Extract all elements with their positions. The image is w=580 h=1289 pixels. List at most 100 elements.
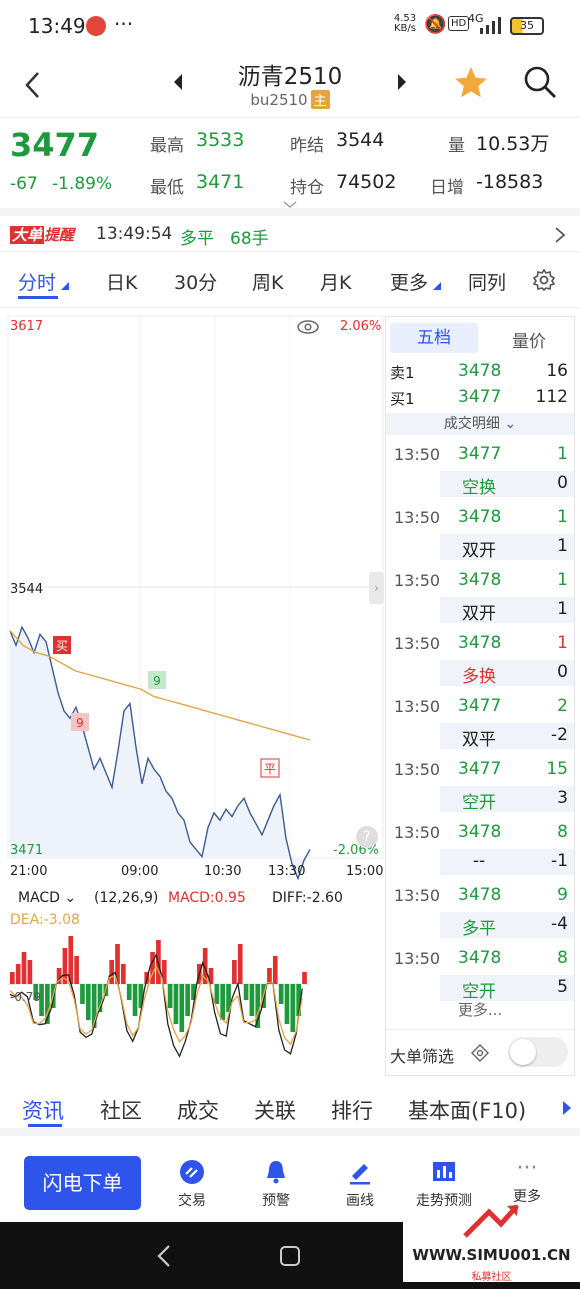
tab-daily-k[interactable]: 日K: [106, 272, 138, 294]
trade-type: 双开: [462, 604, 496, 624]
filter-icon[interactable]: [470, 1043, 490, 1063]
trade-oi-change: 0: [557, 473, 568, 493]
collapse-side-handle[interactable]: ›: [369, 572, 384, 604]
macd-indicator-selector[interactable]: MACD ⌄: [18, 890, 77, 906]
prev-close-label: 昨结: [290, 136, 324, 156]
tab-community[interactable]: 社区: [100, 1099, 142, 1123]
trade-volume: 2: [557, 696, 568, 716]
macd-bar: [191, 984, 196, 1000]
more-button[interactable]: ··· 更多: [492, 1158, 562, 1206]
nav-back-icon[interactable]: [156, 1244, 172, 1268]
trade-label: 交易: [178, 1193, 206, 1209]
trade-time: 13:50: [394, 697, 441, 716]
big-order-alert-bar[interactable]: 大单 提醒 13:49:54 多平 68手: [0, 216, 580, 252]
filter-divider: [386, 1029, 574, 1030]
tab-five-levels[interactable]: 五档: [390, 323, 478, 353]
tab-weekly-k[interactable]: 周K: [252, 272, 284, 294]
chart-canvas[interactable]: 买 9 9 平: [0, 310, 385, 1080]
settings-gear-icon[interactable]: [532, 268, 556, 292]
tab-trades[interactable]: 成交: [177, 1099, 219, 1123]
expand-chevron-icon[interactable]: [283, 201, 297, 209]
tab-news[interactable]: 资讯: [22, 1099, 64, 1123]
network-type: 4G: [468, 12, 484, 25]
search-icon[interactable]: [522, 64, 558, 100]
trade-oi-change: -2: [551, 725, 568, 745]
buy1-price: 3477: [458, 387, 502, 407]
macd-bar: [126, 984, 132, 1000]
price-axis-bottom: 3471: [10, 843, 44, 858]
net-speed-value: 4.53: [393, 13, 417, 24]
big-order-filter-toggle[interactable]: [508, 1037, 568, 1067]
more-dots-menu-icon: ···: [516, 1156, 538, 1181]
tab-monthly-k[interactable]: 月K: [320, 272, 352, 294]
trade-row: 13:50 3478 1 多换 0: [386, 626, 574, 689]
macd-bar: [161, 960, 167, 984]
tab-intraday-dropdown-icon[interactable]: [61, 282, 69, 290]
trade-volume: 1: [557, 633, 568, 653]
more-trades-link[interactable]: 更多...: [457, 1001, 503, 1019]
tab-more-dropdown-icon[interactable]: [433, 282, 441, 290]
price-line: [9, 625, 311, 881]
info-tabs: 资讯 社区 成交 关联 排行 基本面(F10): [0, 1080, 580, 1136]
trade-oi-change: 5: [557, 977, 568, 997]
buy1-label: 买1: [390, 390, 415, 408]
trade-volume: 1: [557, 507, 568, 527]
status-bar: 13:49 ··· 4.53 KB/s 🔕 HD 4G 35: [0, 0, 580, 52]
macd-bar: [290, 984, 296, 1032]
macd-bar: [173, 984, 179, 1024]
bottom-action-bar: 闪电下单 交易 预警 画线 走势预测 ··· 更多: [0, 1144, 580, 1222]
trade-detail-header[interactable]: 成交明细 ⌄: [386, 413, 574, 435]
x-tick-4: 15:00: [346, 864, 384, 879]
tabs-scroll-right-icon[interactable]: [562, 1100, 572, 1116]
tab-more[interactable]: 更多: [390, 272, 429, 294]
trade-row: 13:50 3478 9 多平 -4: [386, 878, 574, 941]
tab-intraday[interactable]: 分时: [18, 272, 57, 294]
net-speed-unit: KB/s: [394, 23, 416, 34]
macd-bar: [15, 964, 21, 984]
alert-button[interactable]: 预警: [241, 1158, 311, 1210]
news-tab-underline: [28, 1124, 62, 1127]
trade-row: 13:50 3478 1 双开 1: [386, 563, 574, 626]
next-contract-icon[interactable]: [396, 72, 408, 92]
nav-home-icon[interactable]: [280, 1246, 300, 1266]
tab-30min[interactable]: 30分: [174, 272, 218, 294]
prev-close-value: 3544: [336, 129, 385, 151]
tab-volume-price[interactable]: 量价: [512, 332, 546, 352]
tab-fundamentals[interactable]: 基本面(F10): [408, 1099, 527, 1123]
sell1-volume: 16: [546, 361, 568, 381]
trade-type-bg: [440, 534, 574, 560]
macd-bar: [56, 968, 62, 984]
draw-line-button[interactable]: 画线: [325, 1158, 395, 1210]
trade-type: 空开: [462, 793, 496, 813]
buy1-volume: 112: [535, 387, 568, 407]
tab-related[interactable]: 关联: [254, 1099, 296, 1123]
price-change: -67: [10, 174, 38, 194]
trade-price: 3477: [458, 696, 502, 716]
back-icon[interactable]: [22, 70, 44, 100]
tab-same-list[interactable]: 同列: [468, 272, 507, 294]
system-nav-bar: WWW.SIMU001.CN 私募社区: [0, 1204, 580, 1289]
daily-increase-label: 日增: [430, 178, 464, 198]
tab-ranking[interactable]: 排行: [331, 1099, 373, 1123]
macd-bar: [10, 972, 15, 984]
big-order-filter-label: 大单筛选: [390, 1047, 455, 1066]
trade-price: 3478: [458, 948, 502, 968]
macd-bar: [85, 984, 91, 1020]
trade-time: 13:50: [394, 760, 441, 779]
flash-order-button[interactable]: 闪电下单: [24, 1156, 141, 1210]
macd-bar: [302, 972, 307, 984]
macd-bar: [39, 984, 44, 1016]
favorite-star-icon[interactable]: [452, 64, 490, 102]
trade-type: 多换: [462, 667, 496, 687]
prev-contract-icon[interactable]: [172, 72, 184, 92]
alert-arrow-icon[interactable]: [554, 226, 566, 244]
sell1-label: 卖1: [390, 364, 415, 382]
help-icon[interactable]: ?: [356, 826, 378, 848]
price-axis-top: 3617: [10, 319, 44, 334]
macd-bar: [255, 984, 261, 1028]
trade-button[interactable]: 交易: [157, 1158, 227, 1210]
alert-type: 多平: [180, 229, 214, 249]
eye-toggle-icon[interactable]: [296, 319, 320, 335]
trend-forecast-button[interactable]: 走势预测: [407, 1158, 481, 1210]
